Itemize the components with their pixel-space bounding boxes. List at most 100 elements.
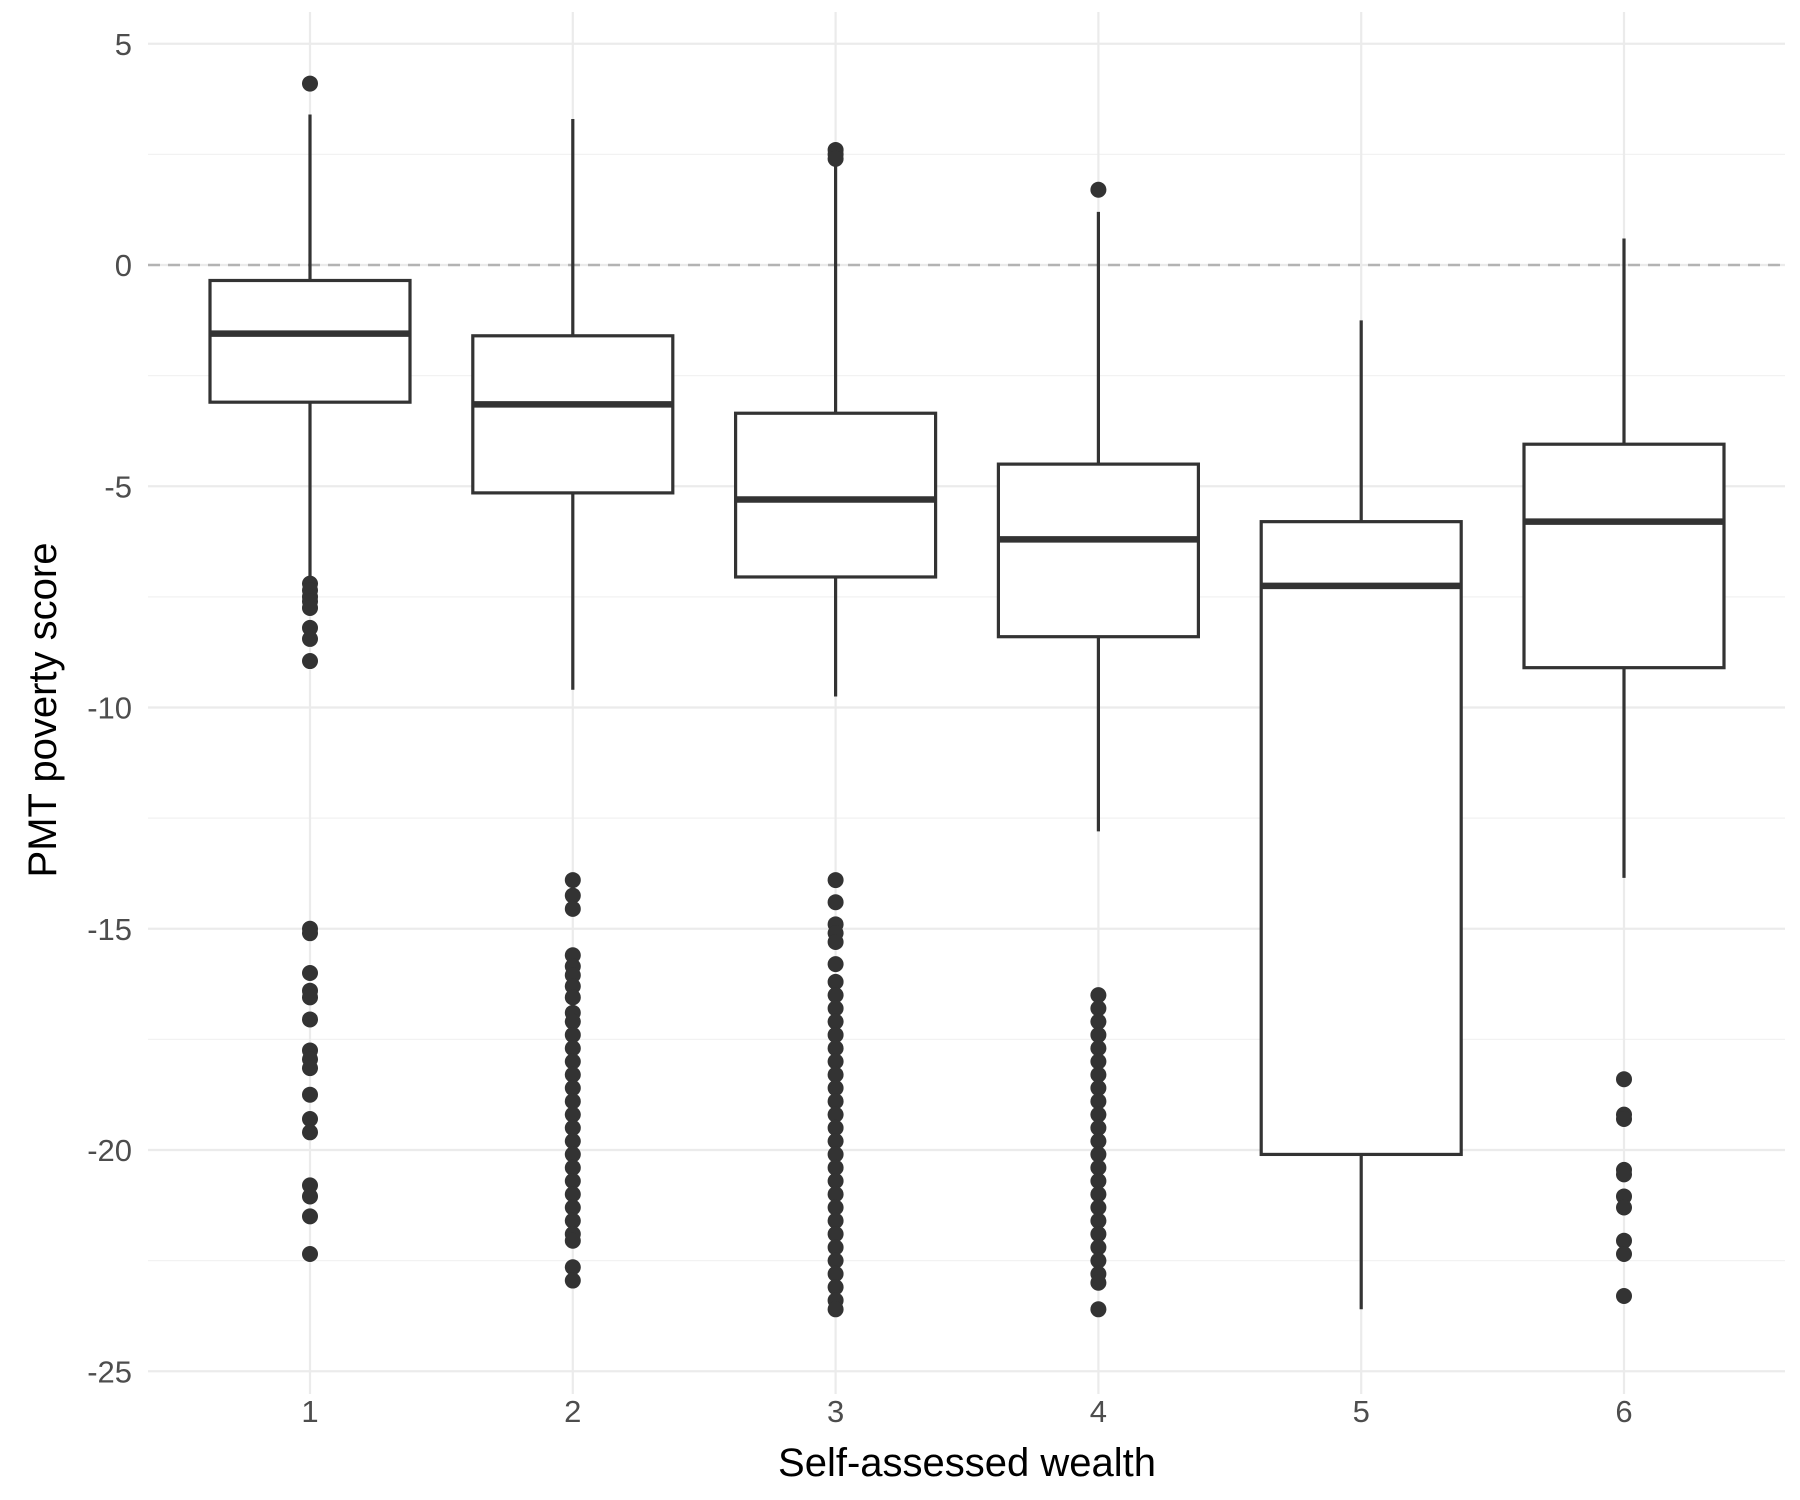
outlier-point bbox=[564, 1186, 581, 1203]
x-tick-label: 5 bbox=[1353, 1394, 1370, 1429]
outlier-point bbox=[1090, 1172, 1107, 1189]
outlier-point bbox=[302, 925, 318, 942]
outlier-point bbox=[564, 1272, 581, 1289]
outlier-point bbox=[1090, 1301, 1107, 1318]
outlier-point bbox=[564, 872, 581, 889]
outlier-point bbox=[302, 1111, 318, 1128]
box-group-5 bbox=[1259, 320, 1463, 1310]
outlier-point bbox=[1090, 987, 1107, 1004]
outlier-point bbox=[827, 956, 844, 973]
outlier-point bbox=[1090, 1106, 1107, 1123]
outlier-point bbox=[564, 1026, 581, 1043]
box-group-3 bbox=[733, 141, 938, 1318]
y-tick-label: -10 bbox=[87, 691, 132, 726]
x-tick-label: 2 bbox=[564, 1394, 581, 1429]
outlier-point bbox=[827, 1186, 844, 1203]
outlier-point bbox=[827, 1199, 844, 1216]
outlier-point bbox=[827, 1172, 844, 1189]
outlier-point bbox=[827, 1133, 844, 1150]
box-group-1 bbox=[208, 75, 412, 1262]
outlier-point bbox=[564, 967, 581, 984]
outlier-point bbox=[827, 1119, 844, 1136]
outlier-point bbox=[827, 1093, 844, 1110]
outlier-point bbox=[1090, 181, 1107, 198]
outlier-point bbox=[1090, 1199, 1107, 1216]
y-tick-label: -25 bbox=[87, 1354, 132, 1389]
outlier-point bbox=[564, 1159, 581, 1176]
outlier-point bbox=[564, 1040, 581, 1057]
x-axis-title: Self-assessed wealth bbox=[778, 1441, 1156, 1485]
x-tick-labels: 1 2 3 4 5 6 bbox=[301, 1394, 1632, 1429]
outlier-point bbox=[564, 947, 581, 964]
y-axis-title: PMT poverty score bbox=[21, 543, 65, 878]
y-tick-label: -20 bbox=[87, 1133, 132, 1168]
outlier-point bbox=[827, 1053, 844, 1070]
outlier-point bbox=[827, 1212, 844, 1229]
outlier-point bbox=[827, 973, 844, 990]
outlier-point bbox=[302, 653, 318, 670]
x-tick-label: 6 bbox=[1615, 1394, 1632, 1429]
outlier-point bbox=[1090, 1159, 1107, 1176]
outlier-point bbox=[564, 1080, 581, 1097]
outlier-point bbox=[564, 1199, 581, 1216]
outlier-point bbox=[302, 1208, 318, 1225]
outlier-point bbox=[564, 1172, 581, 1189]
outlier-point bbox=[1090, 1013, 1107, 1030]
outlier-point bbox=[1090, 1146, 1107, 1163]
outlier-point bbox=[827, 1159, 844, 1176]
outlier-point bbox=[1090, 1212, 1107, 1229]
outlier-point bbox=[302, 630, 318, 647]
box-group-2 bbox=[471, 118, 675, 1289]
outlier-point bbox=[1090, 1252, 1107, 1269]
y-tick-label: 0 bbox=[115, 248, 132, 283]
outlier-point bbox=[564, 1053, 581, 1070]
outlier-point bbox=[564, 1106, 581, 1123]
outlier-point bbox=[302, 1245, 318, 1262]
outlier-point bbox=[827, 1040, 844, 1057]
outlier-point bbox=[827, 934, 844, 951]
outlier-point bbox=[827, 1301, 844, 1318]
outlier-point bbox=[1090, 1274, 1107, 1291]
outlier-point bbox=[564, 1093, 581, 1110]
outlier-point bbox=[302, 1124, 318, 1141]
x-tick-label: 4 bbox=[1090, 1394, 1107, 1429]
outlier-point bbox=[1090, 1226, 1107, 1243]
x-tick-label: 3 bbox=[827, 1394, 844, 1429]
outlier-point bbox=[302, 75, 318, 92]
outlier-point bbox=[1090, 1119, 1107, 1136]
outlier-point bbox=[302, 1060, 318, 1077]
outlier-point bbox=[1616, 1071, 1632, 1088]
outlier-point bbox=[302, 619, 318, 636]
outlier-point bbox=[1616, 1245, 1632, 1262]
outlier-point bbox=[1616, 1111, 1632, 1128]
outlier-point bbox=[1616, 1288, 1632, 1305]
outlier-point bbox=[302, 1177, 318, 1194]
box-group-6 bbox=[1522, 238, 1726, 1305]
outlier-point bbox=[302, 965, 318, 981]
outlier-point bbox=[827, 1013, 844, 1030]
outlier-point bbox=[1090, 1040, 1107, 1057]
outlier-point bbox=[827, 1279, 844, 1296]
outlier-point bbox=[302, 1011, 318, 1028]
outlier-point bbox=[564, 1259, 581, 1276]
outlier-point bbox=[564, 900, 581, 917]
boxes-layer bbox=[208, 75, 1726, 1318]
outlier-point bbox=[1616, 1166, 1632, 1183]
y-tick-label: -15 bbox=[87, 912, 132, 947]
outlier-point bbox=[1090, 1239, 1107, 1256]
outlier-point bbox=[564, 989, 581, 1006]
outlier-point bbox=[302, 1086, 318, 1103]
box-iqr bbox=[733, 411, 938, 579]
outlier-point bbox=[302, 599, 318, 616]
outlier-point bbox=[564, 1212, 581, 1229]
outlier-point bbox=[1090, 1133, 1107, 1150]
outlier-point bbox=[827, 1000, 844, 1017]
outlier-point bbox=[1616, 1232, 1632, 1249]
outlier-point bbox=[302, 989, 318, 1006]
box-iqr bbox=[1259, 520, 1463, 1157]
outlier-point bbox=[827, 987, 844, 1004]
outlier-point bbox=[564, 1146, 581, 1163]
outlier-point bbox=[827, 1239, 844, 1256]
outlier-point bbox=[1090, 1053, 1107, 1070]
